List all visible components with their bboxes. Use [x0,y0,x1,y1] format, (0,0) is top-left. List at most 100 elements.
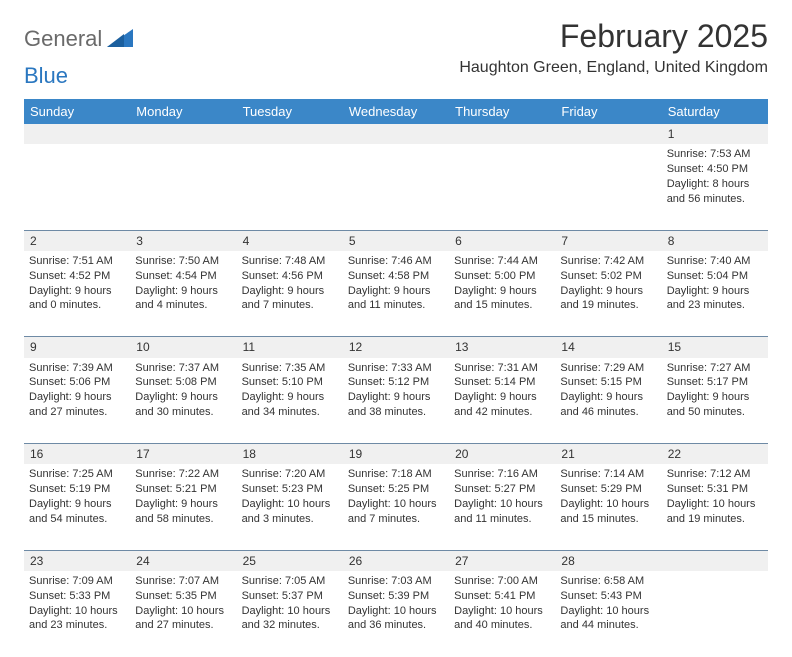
daynum-row: 2345678 [24,230,768,251]
sunset-text: Sunset: 5:00 PM [454,269,550,284]
sunrise-text: Sunrise: 7:35 AM [242,361,338,376]
daylight-text: Daylight: 10 hours and 44 minutes. [560,604,656,634]
day-detail-cell: Sunrise: 7:00 AMSunset: 5:41 PMDaylight:… [449,571,555,657]
daylight-text: Daylight: 10 hours and 23 minutes. [29,604,125,634]
day-detail-cell [130,144,236,230]
day-number-cell: 26 [343,550,449,571]
day-detail-cell: Sunrise: 7:07 AMSunset: 5:35 PMDaylight:… [130,571,236,657]
sunrise-text: Sunrise: 7:27 AM [667,361,763,376]
day-header-row: Sunday Monday Tuesday Wednesday Thursday… [24,99,768,124]
daynum-row: 232425262728 [24,550,768,571]
logo-text-general: General [24,26,102,52]
title-block: February 2025 Haughton Green, England, U… [459,18,768,77]
sunset-text: Sunset: 5:12 PM [348,375,444,390]
day-number-cell: 20 [449,444,555,465]
day-detail-cell [662,571,768,657]
sunset-text: Sunset: 5:02 PM [560,269,656,284]
sunrise-text: Sunrise: 7:18 AM [348,467,444,482]
daylight-text: Daylight: 10 hours and 15 minutes. [560,497,656,527]
sunset-text: Sunset: 5:41 PM [454,589,550,604]
day-detail-cell: Sunrise: 7:42 AMSunset: 5:02 PMDaylight:… [555,251,661,337]
day-detail-cell: Sunrise: 7:18 AMSunset: 5:25 PMDaylight:… [343,464,449,550]
sunrise-text: Sunrise: 7:51 AM [29,254,125,269]
day-detail-cell: Sunrise: 7:40 AMSunset: 5:04 PMDaylight:… [662,251,768,337]
sunrise-text: Sunrise: 7:14 AM [560,467,656,482]
day-number-cell: 14 [555,337,661,358]
day-detail-cell: Sunrise: 7:39 AMSunset: 5:06 PMDaylight:… [24,358,130,444]
sunrise-text: Sunrise: 7:33 AM [348,361,444,376]
day-number-cell: 25 [237,550,343,571]
logo-text-blue: Blue [24,63,68,89]
detail-row: Sunrise: 7:53 AMSunset: 4:50 PMDaylight:… [24,144,768,230]
daylight-text: Daylight: 9 hours and 19 minutes. [560,284,656,314]
day-number-cell: 24 [130,550,236,571]
day-detail-cell [237,144,343,230]
sunrise-text: Sunrise: 7:09 AM [29,574,125,589]
calendar-table: Sunday Monday Tuesday Wednesday Thursday… [24,99,768,657]
day-header: Sunday [24,99,130,124]
day-number-cell: 12 [343,337,449,358]
day-detail-cell: Sunrise: 7:16 AMSunset: 5:27 PMDaylight:… [449,464,555,550]
day-number-cell: 4 [237,230,343,251]
daylight-text: Daylight: 9 hours and 46 minutes. [560,390,656,420]
daylight-text: Daylight: 9 hours and 15 minutes. [454,284,550,314]
sunset-text: Sunset: 5:14 PM [454,375,550,390]
daylight-text: Daylight: 9 hours and 11 minutes. [348,284,444,314]
sunset-text: Sunset: 5:29 PM [560,482,656,497]
day-number-cell [343,124,449,144]
day-detail-cell: Sunrise: 7:12 AMSunset: 5:31 PMDaylight:… [662,464,768,550]
daynum-row: 1 [24,124,768,144]
day-number-cell: 2 [24,230,130,251]
day-detail-cell: Sunrise: 7:37 AMSunset: 5:08 PMDaylight:… [130,358,236,444]
sunrise-text: Sunrise: 7:12 AM [667,467,763,482]
daylight-text: Daylight: 10 hours and 40 minutes. [454,604,550,634]
sunrise-text: Sunrise: 7:31 AM [454,361,550,376]
day-number-cell: 15 [662,337,768,358]
day-number-cell [449,124,555,144]
day-detail-cell: Sunrise: 7:48 AMSunset: 4:56 PMDaylight:… [237,251,343,337]
sunset-text: Sunset: 5:37 PM [242,589,338,604]
day-number-cell [662,550,768,571]
daylight-text: Daylight: 9 hours and 38 minutes. [348,390,444,420]
day-detail-cell [555,144,661,230]
sunrise-text: Sunrise: 7:53 AM [667,147,763,162]
day-header: Friday [555,99,661,124]
day-number-cell: 13 [449,337,555,358]
daylight-text: Daylight: 9 hours and 7 minutes. [242,284,338,314]
sunset-text: Sunset: 5:23 PM [242,482,338,497]
daynum-row: 16171819202122 [24,444,768,465]
day-detail-cell: Sunrise: 7:35 AMSunset: 5:10 PMDaylight:… [237,358,343,444]
sunrise-text: Sunrise: 7:07 AM [135,574,231,589]
sunset-text: Sunset: 5:25 PM [348,482,444,497]
detail-row: Sunrise: 7:51 AMSunset: 4:52 PMDaylight:… [24,251,768,337]
sunset-text: Sunset: 5:31 PM [667,482,763,497]
day-number-cell: 8 [662,230,768,251]
day-number-cell [237,124,343,144]
daylight-text: Daylight: 10 hours and 3 minutes. [242,497,338,527]
day-number-cell: 10 [130,337,236,358]
daylight-text: Daylight: 9 hours and 58 minutes. [135,497,231,527]
day-detail-cell: Sunrise: 7:03 AMSunset: 5:39 PMDaylight:… [343,571,449,657]
day-detail-cell [449,144,555,230]
daylight-text: Daylight: 9 hours and 30 minutes. [135,390,231,420]
month-title: February 2025 [459,18,768,55]
day-number-cell: 7 [555,230,661,251]
day-detail-cell: Sunrise: 7:25 AMSunset: 5:19 PMDaylight:… [24,464,130,550]
sunset-text: Sunset: 4:50 PM [667,162,763,177]
day-number-cell: 9 [24,337,130,358]
sunrise-text: Sunrise: 7:03 AM [348,574,444,589]
day-number-cell: 6 [449,230,555,251]
sunset-text: Sunset: 5:19 PM [29,482,125,497]
day-detail-cell: Sunrise: 7:20 AMSunset: 5:23 PMDaylight:… [237,464,343,550]
day-number-cell [130,124,236,144]
day-detail-cell [24,144,130,230]
day-detail-cell: Sunrise: 7:46 AMSunset: 4:58 PMDaylight:… [343,251,449,337]
sunrise-text: Sunrise: 7:29 AM [560,361,656,376]
sunset-text: Sunset: 5:27 PM [454,482,550,497]
sunset-text: Sunset: 5:08 PM [135,375,231,390]
day-detail-cell: Sunrise: 7:51 AMSunset: 4:52 PMDaylight:… [24,251,130,337]
day-number-cell: 21 [555,444,661,465]
day-detail-cell: Sunrise: 7:50 AMSunset: 4:54 PMDaylight:… [130,251,236,337]
day-number-cell [24,124,130,144]
sunrise-text: Sunrise: 7:22 AM [135,467,231,482]
